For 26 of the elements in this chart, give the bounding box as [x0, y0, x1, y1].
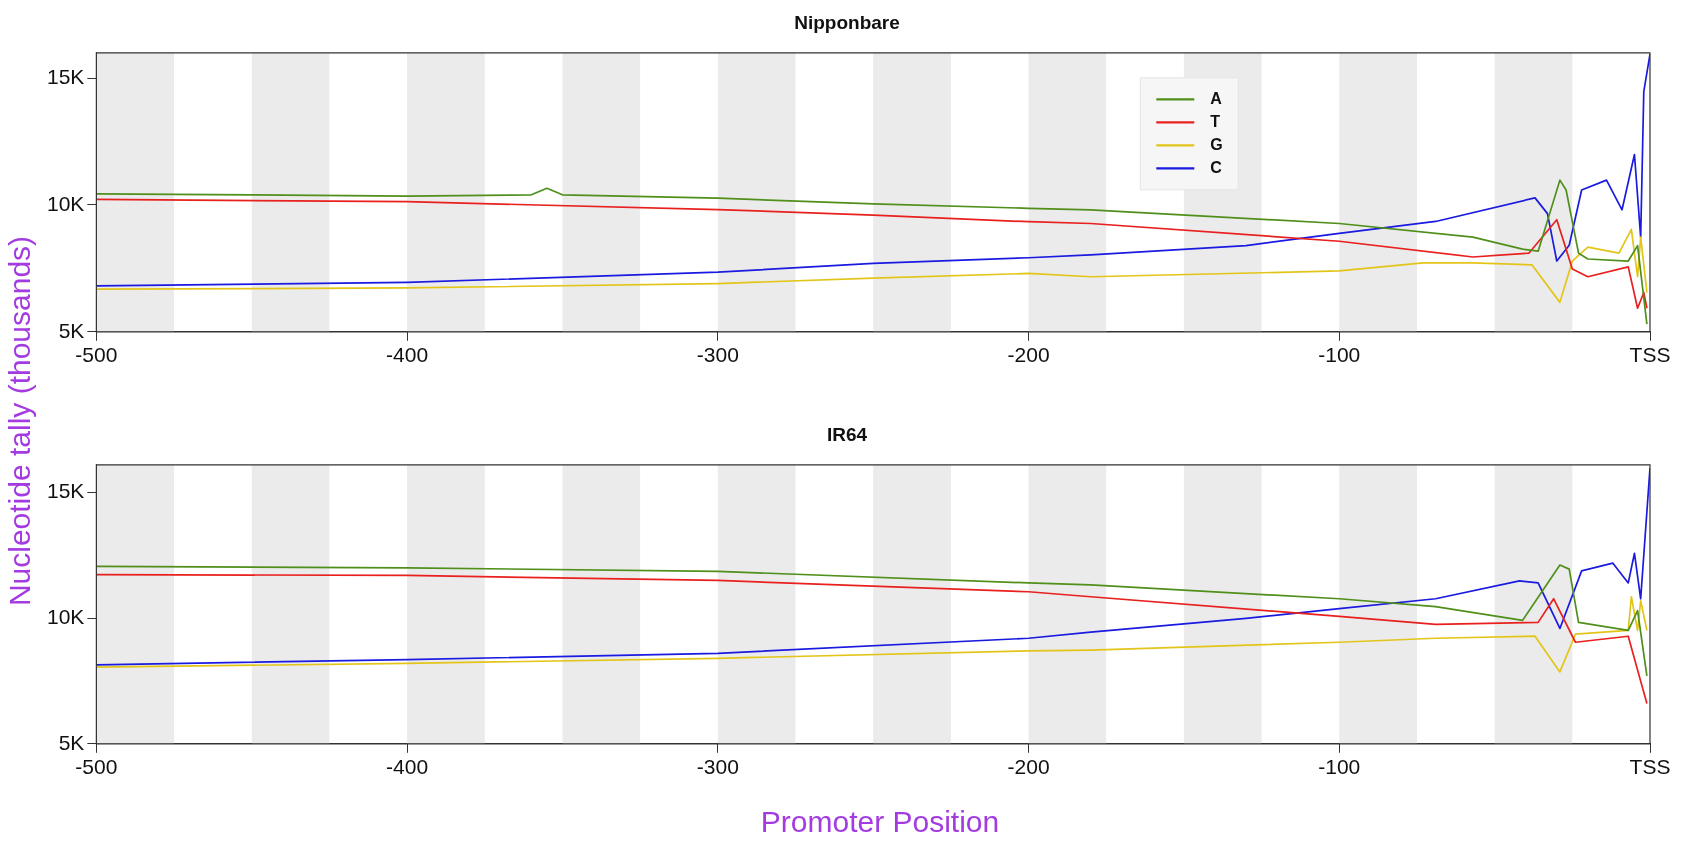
x-tick-label: -200 — [1007, 755, 1050, 779]
y-tick-label: 5K — [58, 318, 85, 342]
y-tick-label: 15K — [46, 64, 85, 88]
x-axis-title: Promoter Position — [760, 805, 1000, 839]
x-tick-label: -400 — [386, 343, 429, 367]
y-tick-label: 15K — [46, 479, 85, 503]
x-tick-label: -100 — [1318, 343, 1361, 367]
y-axis-title: Nucleotide tally (thousands) — [3, 235, 37, 607]
legend-label: A — [1210, 89, 1223, 107]
y-tick-label: 10K — [46, 191, 85, 215]
x-tick-label: TSS — [1629, 343, 1671, 367]
legend-label: T — [1210, 112, 1221, 130]
x-tick-label: TSS — [1629, 755, 1671, 779]
chart-title: IR64 — [826, 423, 868, 445]
legend-label: C — [1210, 158, 1223, 176]
x-tick-label: -300 — [696, 343, 739, 367]
y-tick-label: 10K — [46, 604, 85, 628]
chart-title: Nipponbare — [794, 11, 900, 33]
legend-label: G — [1210, 135, 1223, 153]
x-tick-label: -500 — [75, 755, 118, 779]
x-tick-label: -500 — [75, 343, 118, 367]
y-tick-label: 5K — [58, 730, 85, 754]
x-tick-label: -300 — [696, 755, 739, 779]
x-tick-label: -100 — [1318, 755, 1361, 779]
x-tick-label: -400 — [386, 755, 429, 779]
x-tick-label: -200 — [1007, 343, 1050, 367]
